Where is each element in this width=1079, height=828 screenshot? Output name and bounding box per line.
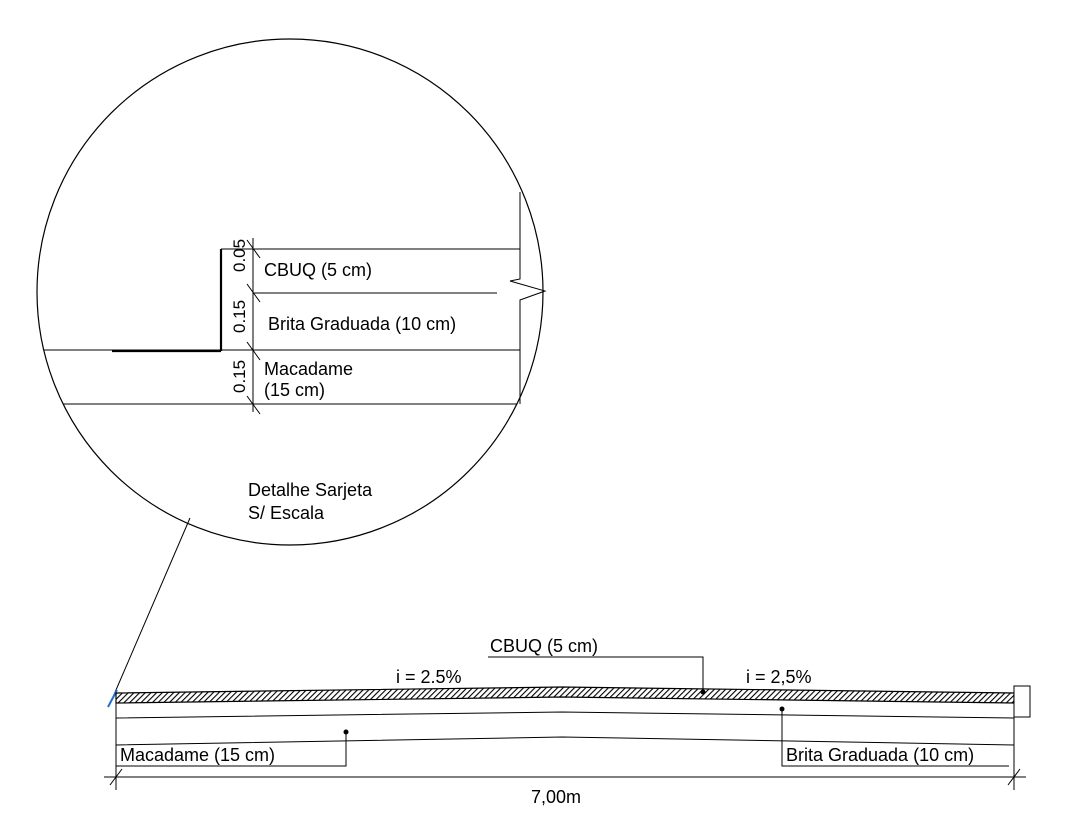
road-section: CBUQ (5 cm) i = 2.5% i = 2,5% Macadame (…	[104, 636, 1031, 807]
brita-leader	[781, 709, 1009, 767]
cbuq-leader	[488, 656, 704, 692]
slope-right-label: i = 2,5%	[746, 667, 812, 687]
section-brita-label: Brita Graduada (10 cm)	[786, 745, 974, 765]
break-line	[509, 192, 547, 404]
cbuq-leader-dot	[700, 689, 706, 695]
width-label: 7,00m	[531, 787, 581, 807]
detail-view: 0.05 0.15 0.15 CBUQ (5 cm) Brita Graduad…	[36, 38, 547, 546]
slope-left-label: i = 2.5%	[396, 667, 462, 687]
section-cbuq-label: CBUQ (5 cm)	[490, 636, 598, 656]
detail-circle	[36, 38, 544, 546]
detail-macadame-label-2: (15 cm)	[264, 380, 325, 400]
detail-brita-label: Brita Graduada (10 cm)	[268, 314, 456, 334]
dimension-tick-3	[246, 341, 261, 361]
detail-title: Detalhe Sarjeta	[248, 480, 373, 500]
detail-leader-line	[112, 517, 191, 698]
detail-macadame-label-1: Macadame	[264, 359, 353, 379]
brita-leader-dot	[779, 706, 785, 712]
width-tick-right	[1007, 768, 1021, 786]
curb	[1013, 685, 1031, 718]
dimension-top: 0.05	[230, 239, 249, 272]
cbuq-layer	[115, 686, 1015, 704]
section-macadame-label: Macadame (15 cm)	[120, 745, 275, 765]
macadame-leader	[116, 732, 347, 767]
dimension-bottom: 0.15	[230, 360, 249, 393]
detail-cbuq-label: CBUQ (5 cm)	[264, 260, 372, 280]
dimension-tick-4	[246, 395, 261, 415]
macadame-bottom-line-section	[115, 736, 1015, 746]
width-tick-left	[109, 768, 123, 786]
macadame-leader-dot	[343, 729, 349, 735]
dimension-middle: 0.15	[230, 300, 249, 333]
detail-scale: S/ Escala	[248, 503, 325, 523]
detail-layers	[37, 349, 520, 405]
brita-bottom-line	[115, 711, 1015, 719]
